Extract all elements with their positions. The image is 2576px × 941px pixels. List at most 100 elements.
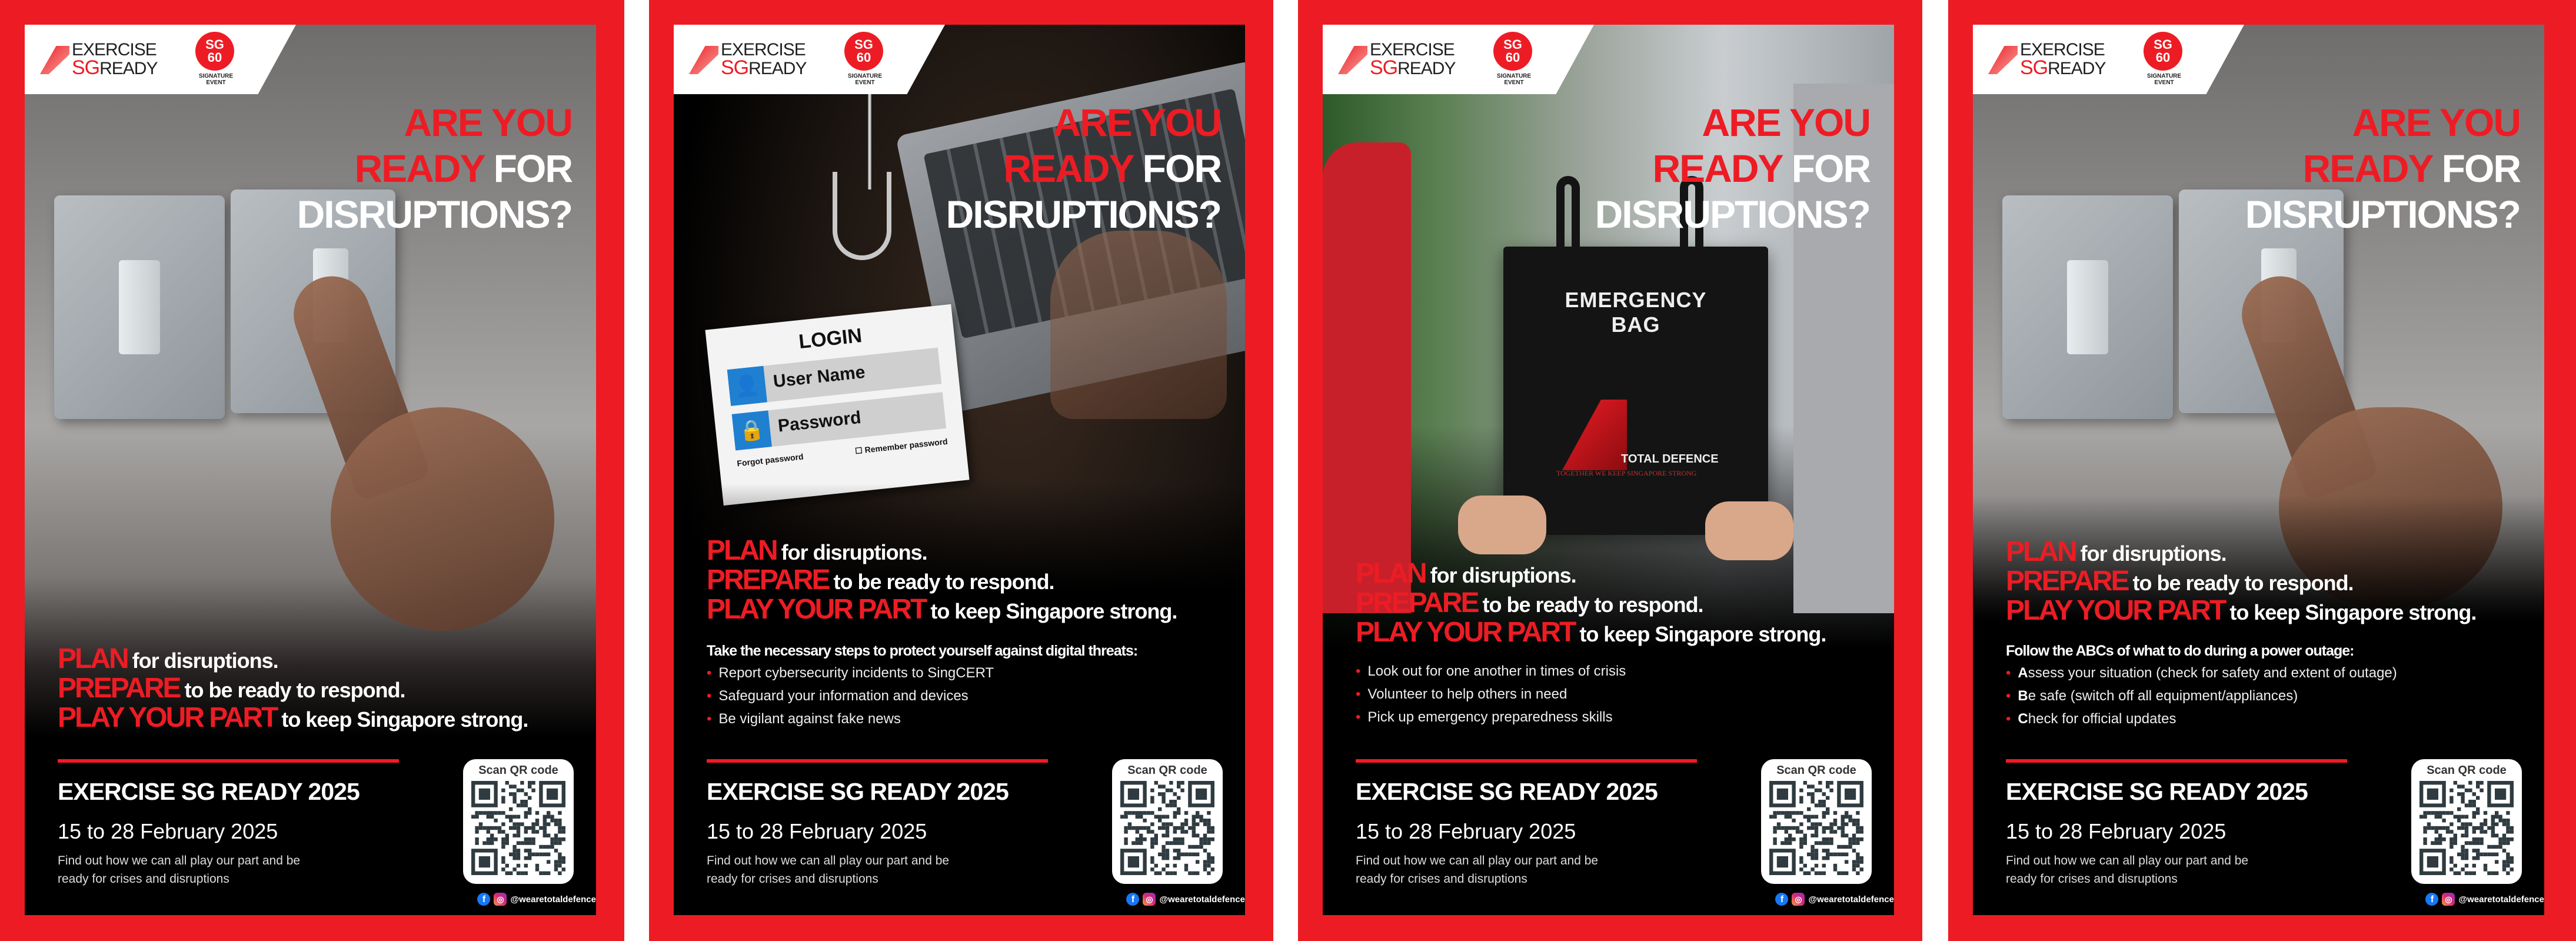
qr-module — [1807, 814, 1811, 819]
social-handle[interactable]: @wearetotaldefence — [510, 894, 596, 905]
qr-module — [531, 841, 535, 845]
qr-module — [2449, 811, 2454, 815]
qr-module — [1173, 871, 1177, 875]
social-handle[interactable]: @wearetotaldefence — [1159, 894, 1245, 905]
qr-module — [1852, 833, 1856, 837]
qr-module — [1848, 837, 1852, 842]
qr-module — [1207, 860, 1211, 864]
qr-module — [2464, 863, 2469, 868]
instagram-icon[interactable]: ◎ — [494, 893, 507, 906]
qr-module — [2434, 811, 2438, 815]
qr-module — [1814, 871, 1819, 875]
qr-module — [1810, 852, 1815, 856]
qr-module — [528, 796, 532, 800]
qr-module — [1169, 803, 1173, 807]
qr-module — [2445, 830, 2450, 834]
qr-code-icon[interactable] — [1769, 781, 1863, 875]
exercise-sg-ready-logo: EXERCISE SGREADY — [2020, 40, 2106, 79]
qr-module — [535, 822, 540, 826]
qr-module — [1810, 784, 1815, 789]
instagram-icon[interactable]: ◎ — [2442, 893, 2455, 906]
qr-module — [1837, 871, 1841, 875]
qr-module — [1822, 871, 1826, 875]
qr-module — [1822, 856, 1826, 860]
qr-module — [1169, 800, 1173, 804]
qr-module — [512, 826, 517, 830]
qr-module — [497, 830, 502, 834]
qr-module — [512, 796, 517, 800]
qr-code-card[interactable]: Scan QR code — [1761, 759, 1872, 884]
qr-module — [1803, 871, 1807, 875]
qr-module — [1161, 849, 1166, 853]
facebook-icon[interactable]: f — [1775, 893, 1789, 906]
qr-code-card[interactable]: Scan QR code — [1112, 759, 1223, 884]
qr-module — [2506, 837, 2510, 842]
qr-module — [2423, 830, 2427, 834]
qr-code-card[interactable]: Scan QR code — [2411, 759, 2522, 884]
qr-module — [550, 841, 554, 845]
qr-module — [1180, 830, 1184, 834]
qr-module — [1818, 788, 1822, 793]
qr-module — [1203, 837, 1207, 842]
social-handle[interactable]: @wearetotaldefence — [1808, 894, 1894, 905]
qr-module — [1784, 814, 1788, 819]
qr-module — [1814, 863, 1819, 868]
qr-module — [561, 860, 565, 864]
qr-module — [2461, 792, 2465, 796]
qr-module — [2442, 819, 2446, 823]
qr-module — [2423, 837, 2427, 842]
qr-module — [1780, 826, 1785, 830]
qr-module — [554, 833, 558, 837]
instagram-icon[interactable]: ◎ — [1143, 893, 1156, 906]
qr-module — [1131, 826, 1136, 830]
instagram-icon[interactable]: ◎ — [1792, 893, 1805, 906]
qr-code-icon[interactable] — [471, 781, 565, 875]
qr-module — [1150, 796, 1154, 800]
qr-module — [512, 792, 517, 796]
qr-module — [2464, 852, 2469, 856]
qr-module — [528, 807, 532, 812]
qr-module — [1165, 863, 1170, 868]
event-description: Find out how we can all play our part an… — [58, 854, 301, 886]
tips-intro: Follow the ABCs of what to do during a p… — [2006, 643, 2354, 659]
qr-module — [1829, 841, 1833, 845]
qr-module — [1139, 833, 1143, 837]
qr-module — [1814, 841, 1819, 845]
qr-module — [1845, 822, 1849, 826]
social-handle[interactable]: @wearetotaldefence — [2458, 894, 2544, 905]
facebook-icon[interactable]: f — [2425, 893, 2439, 906]
list-item: • Be safe (switch off all equipment/appli… — [2006, 688, 2298, 704]
qr-code-icon[interactable] — [1120, 781, 1214, 875]
qr-module — [2461, 833, 2465, 837]
qr-module — [1150, 856, 1154, 860]
qr-module — [1822, 826, 1826, 830]
qr-module — [543, 826, 547, 830]
qr-module — [2431, 826, 2435, 830]
facebook-icon[interactable]: f — [477, 893, 491, 906]
qr-module — [1833, 830, 1838, 834]
qr-module — [509, 871, 513, 875]
qr-module — [524, 800, 528, 804]
qr-code-card[interactable]: Scan QR code — [463, 759, 574, 884]
qr-module — [524, 849, 528, 853]
logo-band: EXERCISE SGREADY SG 60 SIGNATURE EVENT — [1973, 25, 2244, 94]
qr-module — [2464, 841, 2469, 845]
qr-module — [2449, 860, 2454, 864]
qr-code-icon[interactable] — [2419, 781, 2514, 875]
facebook-icon[interactable]: f — [1126, 893, 1140, 906]
qr-finder — [1127, 856, 1139, 868]
qr-module — [1165, 856, 1170, 860]
qr-module — [516, 871, 521, 875]
qr-module — [547, 822, 551, 826]
qr-module — [2449, 867, 2454, 872]
qr-module — [1826, 826, 1830, 830]
qr-module — [539, 852, 543, 856]
qr-module — [2506, 841, 2510, 845]
qr-module — [2449, 796, 2454, 800]
event-description: Find out how we can all play our part an… — [707, 854, 950, 886]
qr-module — [1788, 841, 1792, 845]
qr-module — [1180, 852, 1184, 856]
qr-module — [1184, 811, 1189, 815]
qr-module — [1154, 814, 1158, 819]
qr-module — [1826, 807, 1830, 812]
